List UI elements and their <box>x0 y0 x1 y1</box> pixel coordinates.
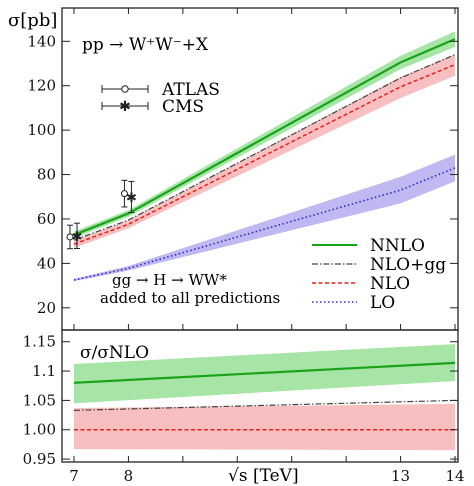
top-lines <box>73 38 456 281</box>
top-x-ticks <box>73 8 456 330</box>
x-tick-label: 7 <box>69 467 79 485</box>
data-legend: ATLAS ✱ CMS <box>101 80 220 117</box>
x-axis: 7 8 13 14 <box>69 456 465 485</box>
series-line-nlogg <box>73 54 456 241</box>
note-line-1: gg → H → WW* <box>112 271 227 289</box>
ratio-label: σ/σNLO <box>80 343 149 363</box>
process-label: pp → W⁺W⁻+X <box>82 35 209 55</box>
band-nlo <box>74 54 455 248</box>
ratio-y-tick-label: 1.15 <box>23 333 56 351</box>
y-tick-label: 120 <box>27 77 56 95</box>
legend-nlogg-label: NLO+gg <box>370 255 446 275</box>
y-axis-label: σ[pb] <box>8 10 57 31</box>
ratio-band-nlo <box>74 403 455 451</box>
y-tick-label: 40 <box>37 254 56 272</box>
ratio-y-tick-label: 1.1 <box>32 362 56 380</box>
ratio-y-tick-label: 0.95 <box>23 450 56 468</box>
bottom-lines <box>73 361 456 431</box>
series-line-lo <box>73 167 456 281</box>
bottom-y-axis: 1.15 1.1 1.05 1.00 0.95 <box>23 333 458 468</box>
y-tick-label: 60 <box>37 210 56 228</box>
measurement-points: ✱✱ <box>66 179 137 250</box>
point-atlas-8 <box>120 190 128 198</box>
bottom-panel: 1.15 1.1 1.05 1.00 0.95 7 8 13 14 σ/σNLO √s [Te… <box>23 329 465 486</box>
series-line-nlo <box>73 63 456 245</box>
x-axis-label: √s [TeV] <box>228 466 299 486</box>
x-tick-label: 14 <box>445 467 464 485</box>
legend-atlas-label: ATLAS <box>161 80 220 100</box>
top-y-axis: 20 40 60 80 100 120 140 <box>27 32 458 317</box>
theory-legend: NNLO NLO+gg NLO LO <box>312 236 446 313</box>
bottom-plot-frame <box>61 329 459 463</box>
y-tick-label: 20 <box>37 299 56 317</box>
y-tick-label: 80 <box>37 166 56 184</box>
y-tick-label: 100 <box>27 121 56 139</box>
x-tick-label: 13 <box>391 467 410 485</box>
legend-atlas-marker <box>121 85 129 93</box>
band-nnlo <box>74 31 455 239</box>
legend-cms-label: CMS <box>162 97 204 117</box>
point-atlas-7 <box>66 233 74 241</box>
legend-nnlo-label: NNLO <box>370 236 425 256</box>
ratio-y-tick-label: 1.00 <box>23 421 56 439</box>
top-bands <box>74 31 455 282</box>
x-tick-label: 8 <box>124 467 134 485</box>
y-tick-label: 140 <box>27 32 56 50</box>
ratio-y-tick-label: 1.05 <box>23 391 56 409</box>
point-cms-7: ✱ <box>72 230 83 245</box>
legend-cms-marker: ✱ <box>119 99 131 115</box>
point-cms-8: ✱ <box>126 191 137 206</box>
note-line-2: added to all predictions <box>100 289 280 307</box>
ratio-line-nnlo <box>73 361 456 384</box>
legend-lo-label: LO <box>370 293 395 313</box>
series-line-nnlo <box>73 38 456 236</box>
legend-nlo-label: NLO <box>370 274 410 294</box>
